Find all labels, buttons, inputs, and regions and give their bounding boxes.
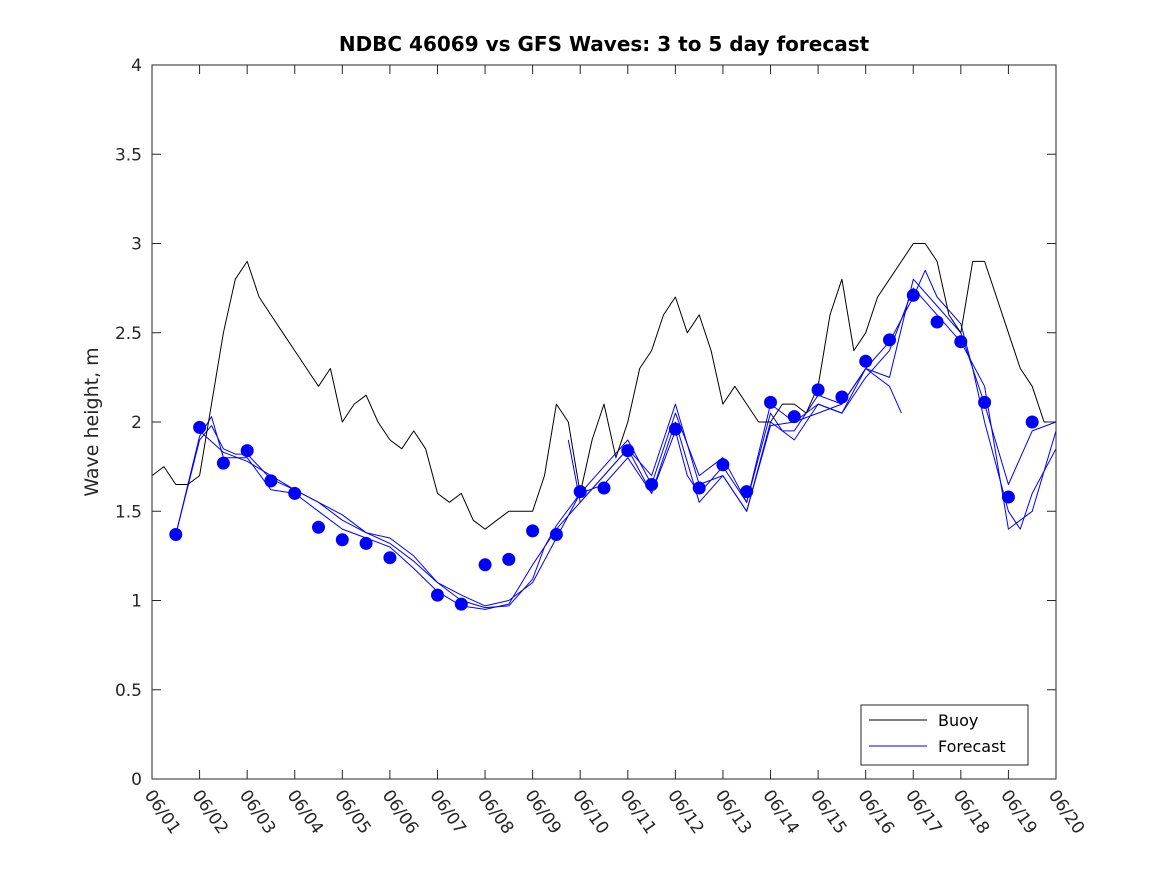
forecast-point [502, 552, 516, 566]
forecast-point [811, 383, 825, 397]
forecast-point [169, 528, 183, 541]
forecast-point [264, 474, 278, 488]
marker-layer [169, 288, 1039, 611]
forecast-point [312, 520, 325, 534]
forecast-point [930, 315, 944, 329]
legend-label-buoy: Buoy [938, 711, 978, 730]
chart-title: NDBC 46069 vs GFS Waves: 3 to 5 day fore… [339, 32, 870, 56]
forecast-point [764, 395, 777, 409]
forecast-point [859, 354, 873, 368]
forecast-point [526, 524, 540, 538]
forecast-point [692, 481, 706, 495]
y-tick-label: 0.5 [115, 681, 142, 701]
forecast-point [668, 422, 682, 436]
forecast-point [645, 478, 659, 491]
forecast-run-line-4 [567, 278, 1057, 512]
y-tick-label: 3 [131, 235, 142, 255]
forecast-point [240, 444, 254, 458]
forecast-point [716, 458, 730, 472]
y-tick-label: 1 [131, 592, 142, 612]
forecast-point [787, 410, 801, 424]
forecast-point [549, 528, 563, 541]
forecast-point [478, 558, 492, 572]
forecast-point [740, 485, 754, 499]
forecast-point [431, 588, 444, 602]
forecast-point [573, 485, 587, 499]
forecast-point [454, 597, 468, 611]
forecast-point [621, 444, 635, 458]
y-tick-label: 2 [131, 413, 142, 433]
forecast-point [954, 335, 968, 349]
legend-box [860, 704, 1029, 766]
forecast-point [597, 481, 611, 495]
y-axis-label: Wave height, m [81, 347, 103, 496]
forecast-point [216, 456, 230, 470]
buoy-series-line [151, 243, 1056, 530]
forecast-point [335, 533, 349, 547]
forecast-point [383, 551, 397, 565]
legend: Buoy Forecast [860, 704, 1029, 766]
forecast-point [1025, 415, 1039, 429]
y-tick-label: 0 [131, 770, 142, 790]
forecast-point [359, 536, 373, 550]
forecast-point [1001, 490, 1015, 504]
forecast-point [978, 395, 992, 409]
forecast-point [193, 420, 207, 434]
forecast-point [883, 333, 896, 347]
y-tick-label: 4 [131, 56, 142, 76]
legend-label-forecast: Forecast [938, 737, 1006, 756]
plot-area [152, 65, 1056, 779]
forecast-point [835, 390, 849, 404]
forecast-point [288, 486, 302, 500]
y-tick-label: 3.5 [115, 145, 142, 165]
forecast-point [906, 288, 920, 302]
y-tick-label: 2.5 [115, 324, 142, 344]
y-tick-label: 1.5 [115, 502, 142, 522]
